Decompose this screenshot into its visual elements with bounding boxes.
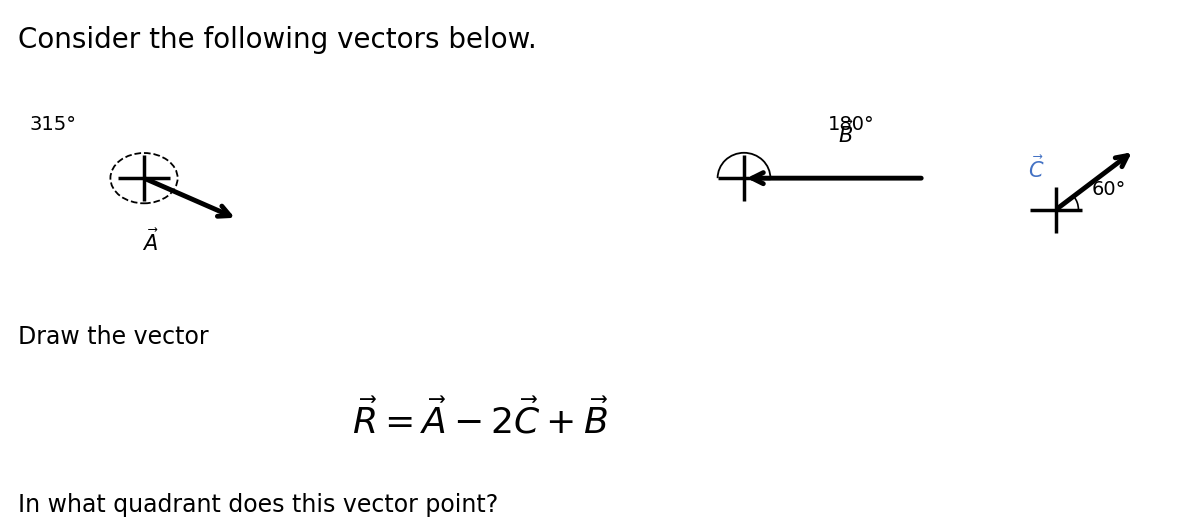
Text: 315°: 315° [30,115,77,134]
Text: Draw the vector: Draw the vector [18,325,209,349]
Text: 180°: 180° [828,115,875,134]
Text: $\vec{A}$: $\vec{A}$ [142,228,158,255]
Text: Consider the following vectors below.: Consider the following vectors below. [18,26,536,54]
Text: 60°: 60° [1092,180,1127,199]
Text: $\vec{C}$: $\vec{C}$ [1027,155,1044,182]
Text: $\vec{B}$: $\vec{B}$ [838,120,854,147]
Text: $\vec{R} = \vec{A} - 2\vec{C} + \vec{B}$: $\vec{R} = \vec{A} - 2\vec{C} + \vec{B}$ [352,398,608,440]
Text: In what quadrant does this vector point?: In what quadrant does this vector point? [18,493,498,517]
